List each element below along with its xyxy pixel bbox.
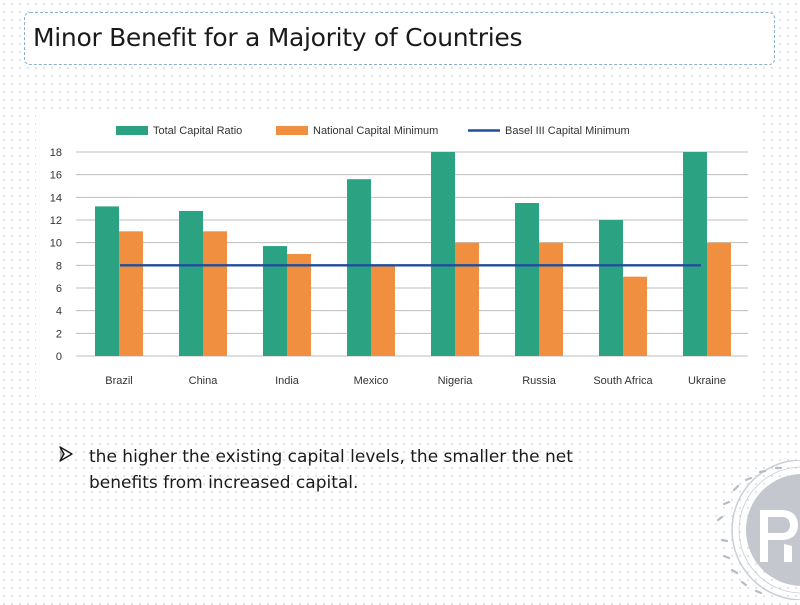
bar-total-capital-ratio-south-africa	[599, 220, 623, 356]
title-box: Minor Benefit for a Majority of Countrie…	[24, 12, 775, 65]
bar-chart: Total Capital Ratio National Capital Mini…	[50, 125, 748, 387]
y-tick-label-10: 10	[50, 238, 62, 250]
legend-label-basel-iii-capital-minimum: Basel III Capital Minimum	[505, 125, 630, 137]
legend-swatch-total-capital-ratio	[116, 126, 148, 135]
y-tick-label-18: 18	[50, 147, 62, 159]
bar-total-capital-ratio-china	[179, 210, 203, 356]
legend-label-national-capital-minimum: National Capital Minimum	[313, 125, 438, 137]
y-tick-label-16: 16	[50, 170, 62, 182]
bar-national-capital-minimum-russia	[539, 242, 563, 356]
bar-national-capital-minimum-mexico	[371, 265, 395, 356]
x-tick-label-nigeria: Nigeria	[438, 375, 474, 387]
bar-total-capital-ratio-india	[263, 246, 287, 356]
bullet-point: the higher the existing capital levels, …	[58, 444, 618, 496]
slide-title: Minor Benefit for a Majority of Countrie…	[33, 23, 523, 52]
chart-panel: Total Capital Ratio National Capital Mini…	[36, 114, 761, 398]
y-tick-label-8: 8	[56, 260, 62, 272]
x-tick-label-south-africa: South Africa	[593, 375, 653, 387]
bar-total-capital-ratio-russia	[515, 203, 539, 356]
university-seal-icon	[698, 459, 800, 605]
y-tick-label-4: 4	[56, 306, 62, 318]
bar-total-capital-ratio-nigeria	[431, 152, 455, 356]
chart-gridlines	[76, 151, 748, 357]
x-axis: Brazil China India Mexico Nigeria Russia South…	[105, 375, 726, 387]
x-tick-label-china: China	[189, 375, 219, 387]
y-tick-label-12: 12	[50, 215, 62, 227]
y-tick-label-2: 2	[56, 328, 62, 340]
y-tick-label-6: 6	[56, 283, 62, 295]
x-tick-label-brazil: Brazil	[105, 375, 133, 387]
arrow-bullet-icon	[58, 444, 78, 470]
legend-label-total-capital-ratio: Total Capital Ratio	[153, 125, 242, 137]
y-tick-label-14: 14	[50, 192, 62, 204]
bar-total-capital-ratio-brazil	[95, 206, 119, 356]
bar-national-capital-minimum-china	[203, 231, 227, 356]
x-tick-label-mexico: Mexico	[354, 375, 389, 387]
x-tick-label-russia: Russia	[522, 375, 557, 387]
bar-total-capital-ratio-ukraine	[683, 152, 707, 356]
bar-national-capital-minimum-india	[287, 254, 311, 356]
legend-swatch-national-capital-minimum	[276, 126, 308, 135]
bar-national-capital-minimum-brazil	[119, 231, 143, 356]
bar-total-capital-ratio-mexico	[347, 179, 371, 356]
x-tick-label-ukraine: Ukraine	[688, 375, 726, 387]
y-axis: 0 2 4 6 8 10 12 14 16 18	[50, 147, 62, 363]
bar-national-capital-minimum-ukraine	[707, 242, 731, 356]
y-tick-label-0: 0	[56, 351, 62, 363]
chart-legend: Total Capital Ratio National Capital Mini…	[116, 125, 630, 137]
bar-national-capital-minimum-south-africa	[623, 276, 647, 356]
chart-bars	[95, 152, 731, 356]
bullet-text: the higher the existing capital levels, …	[89, 447, 573, 493]
x-tick-label-india: India	[275, 375, 300, 387]
bar-national-capital-minimum-nigeria	[455, 242, 479, 356]
